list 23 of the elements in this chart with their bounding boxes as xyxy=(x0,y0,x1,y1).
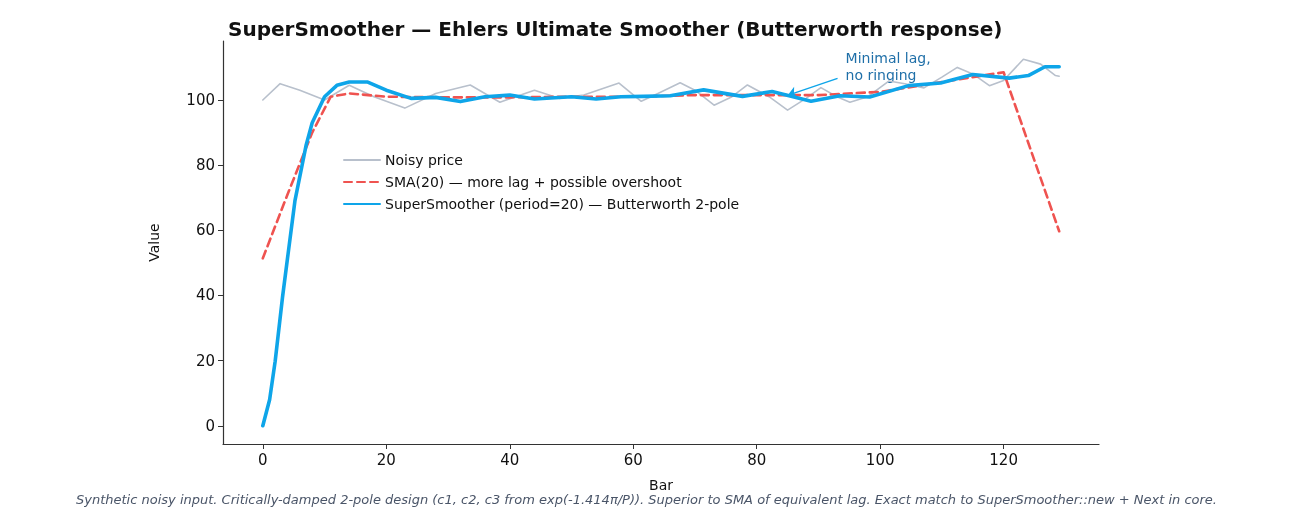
text: Synthetic noisy input. Critically-damped 2-pole design (c1, c2, c3 from exp(-1.414π/P)). Superior to SMA of equivalent lag. Exact match to SuperSmoother::new + Next in core. xyxy=(76,492,1217,507)
x-tick-label: 80 xyxy=(747,450,767,469)
line-series xyxy=(261,64,1061,428)
chart-title: SuperSmoother — Ehlers Ultimate Smoother (Butterworth response) xyxy=(228,17,1003,41)
y-tick-label: 100 xyxy=(186,90,215,109)
x-axis-title: Bar xyxy=(649,477,674,493)
y-tick-label: 60 xyxy=(195,221,215,240)
legend-label: SuperSmoother (period=20) — Butterworth 2-pole xyxy=(385,196,740,212)
legend-label: SMA(20) — more lag + possible overshoot xyxy=(385,174,683,190)
x-tick-label: 0 xyxy=(258,450,268,469)
y-tick-label: 40 xyxy=(195,286,215,305)
legend-label: Noisy price xyxy=(385,152,463,168)
x-tick-label: 20 xyxy=(376,450,396,469)
annotation: Minimal lag, no ringing xyxy=(845,49,931,83)
x-tick-label: 60 xyxy=(623,450,643,469)
y-tick-label: 0 xyxy=(205,416,215,435)
x-tick-label: 40 xyxy=(500,450,520,469)
x-tick-label: 100 xyxy=(865,450,895,469)
y-axis-title: Value xyxy=(146,223,162,262)
y-tick-label: 20 xyxy=(195,351,215,370)
line-series xyxy=(261,70,1061,260)
x-tick-label: 120 xyxy=(989,450,1018,469)
y-tick-label: 80 xyxy=(195,156,215,175)
